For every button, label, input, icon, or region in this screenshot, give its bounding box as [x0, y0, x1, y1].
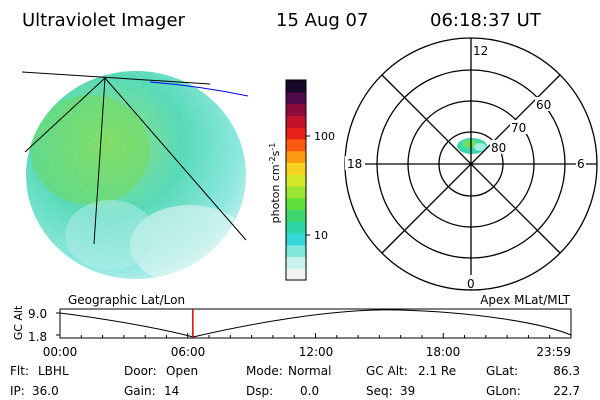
header-date: 15 Aug 07	[276, 10, 368, 31]
color-bar: 100 10 photon cm-2s-1	[268, 79, 335, 281]
colorbar-tick-label: 100	[314, 130, 335, 143]
altitude-curve	[59, 309, 572, 338]
filter-label: Flt:	[10, 364, 29, 378]
colorbar-tick-label: 10	[314, 229, 328, 242]
polar-diagonal-2	[381, 74, 561, 254]
glon-value: 22.7	[553, 384, 580, 398]
mlt-label-18: 18	[347, 157, 362, 171]
colorbar-segment	[286, 256, 306, 269]
altitude-ymin: 1.8	[28, 330, 47, 344]
colorbar-segment	[286, 103, 306, 116]
colorbar-segment	[286, 150, 306, 163]
time-tick-label: 12:00	[299, 345, 334, 359]
instrument-title: Ultraviolet Imager	[22, 10, 186, 31]
seq-value: 39	[400, 384, 415, 398]
colorbar-segment	[286, 268, 306, 281]
header-time: 06:18:37 UT	[430, 10, 542, 31]
apex-label: Apex MLat/MLT	[480, 293, 570, 307]
gcalt-label: GC Alt:	[366, 364, 408, 378]
colorbar-segment	[286, 80, 306, 93]
dsp-value: 0.0	[300, 384, 319, 398]
colorbar-segment	[286, 221, 306, 234]
colorbar-segment	[286, 244, 306, 258]
colorbar-segment	[286, 174, 306, 187]
gain-label: Gain:	[124, 384, 156, 398]
auroral-oval	[457, 138, 487, 154]
colorbar-segment	[286, 185, 306, 199]
colorbar-segment	[286, 115, 306, 128]
gain-value: 14	[164, 384, 179, 398]
colorbar-segment	[286, 197, 306, 211]
status-readouts: Flt: LBHL Door: Open Mode: Normal GC Alt…	[10, 364, 580, 398]
colorbar-segment	[286, 232, 306, 246]
dsp-label: Dsp:	[246, 384, 273, 398]
mlat-label-70: 70	[511, 121, 526, 135]
polar-plot: 12 0 18 6 60 70 80	[344, 37, 598, 291]
mode-label: Mode:	[246, 364, 283, 378]
time-tick-label: 23:59	[536, 345, 571, 359]
glat-value: 86.3	[553, 364, 580, 378]
glon-label: GLon:	[486, 384, 521, 398]
gcalt-value: 2.1 Re	[418, 364, 456, 378]
geographic-label: Geographic Lat/Lon	[68, 293, 185, 307]
mlt-label-12: 12	[473, 44, 488, 58]
door-label: Door:	[124, 364, 157, 378]
time-tick-label: 18:00	[426, 345, 461, 359]
filter-value: LBHL	[38, 364, 69, 378]
ip-label: IP:	[10, 384, 25, 398]
terminator-line	[149, 81, 249, 97]
altitude-ymax: 9.0	[28, 307, 47, 321]
colorbar-segment	[286, 162, 306, 175]
ip-value: 36.0	[32, 384, 59, 398]
mode-value: Normal	[288, 364, 331, 378]
altitude-axis-title: GC Alt	[12, 305, 25, 340]
mlt-label-6: 6	[577, 157, 585, 171]
door-value: Open	[166, 364, 198, 378]
time-tick-label: 06:00	[171, 345, 206, 359]
seq-label: Seq:	[366, 384, 393, 398]
colorbar-segment	[286, 138, 306, 152]
colorbar-segment	[286, 91, 306, 105]
time-tick-label: 00:00	[43, 345, 78, 359]
colorbar-segment	[286, 127, 306, 140]
glat-label: GLat:	[486, 364, 518, 378]
colorbar-segment	[286, 209, 306, 222]
mlat-label-80: 80	[491, 141, 506, 155]
colorbar-unit-label: photon cm-2s-1	[268, 143, 282, 224]
earth-image	[21, 71, 249, 279]
mlat-label-60: 60	[536, 98, 551, 112]
mlt-label-0: 0	[467, 277, 475, 291]
geographic-grid	[21, 71, 247, 245]
altitude-panel: GC Alt 9.0 1.8 00:00 06:00 12:00 18:00 2…	[12, 305, 572, 359]
